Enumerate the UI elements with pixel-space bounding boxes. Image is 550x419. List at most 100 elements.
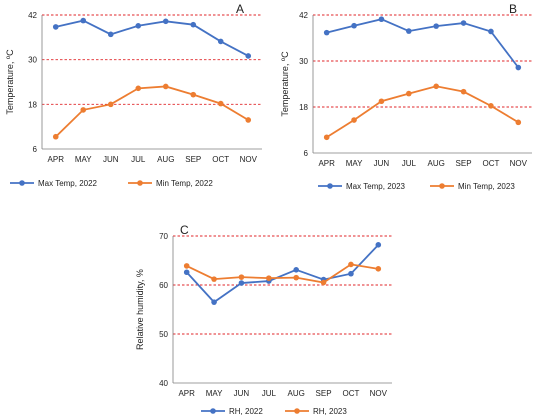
data-point xyxy=(433,23,439,29)
y-axis-label: Temperature, ºC xyxy=(5,49,15,115)
data-point xyxy=(211,276,217,282)
data-point xyxy=(460,88,467,95)
data-point xyxy=(351,117,357,123)
x-tick-label: AUG xyxy=(288,389,305,398)
x-tick-label: NOV xyxy=(510,159,528,168)
y-tick-label: 40 xyxy=(159,379,168,388)
legend-entry: Min Temp, 2022 xyxy=(128,179,213,188)
chart-panel-a: 6 18 30 42 APR MAY JUN JUL AUG SEP OCT NOV Temperatu… xyxy=(5,2,262,188)
y-axis-label: Temperature, ºC xyxy=(280,51,290,117)
x-tick-label: JUL xyxy=(402,159,417,168)
legend-entry: RH, 2022 xyxy=(201,407,263,416)
data-point xyxy=(375,266,382,272)
data-point xyxy=(107,31,114,38)
x-tick-label: AUG xyxy=(428,159,445,168)
chart-panel-b: 6 18 30 42 APR MAY JUN JUL AUG SEP OCT NOV Temperatu… xyxy=(280,2,532,191)
data-point xyxy=(183,269,190,276)
x-tick-label: AUG xyxy=(157,155,174,164)
x-tick-label: JUL xyxy=(131,155,146,164)
y-tick-label: 30 xyxy=(299,57,308,66)
legend-entry: Min Temp, 2023 xyxy=(430,182,515,191)
series-line xyxy=(186,244,379,304)
series-line xyxy=(326,18,520,69)
data-point xyxy=(162,18,169,25)
data-point xyxy=(348,261,354,268)
legend-label: RH, 2023 xyxy=(313,407,347,416)
data-point xyxy=(238,274,245,280)
x-tick-label: JUN xyxy=(374,159,390,168)
x-tick-label: JUN xyxy=(234,389,250,398)
x-tick-label: APR xyxy=(318,159,335,168)
data-point xyxy=(488,103,494,109)
data-point xyxy=(348,270,354,277)
data-point xyxy=(323,29,330,36)
y-tick-label: 70 xyxy=(159,232,168,241)
data-point xyxy=(488,28,494,35)
series-line xyxy=(186,263,379,284)
x-tick-label: MAY xyxy=(75,155,92,164)
y-tick-label: 42 xyxy=(28,11,37,20)
data-point xyxy=(515,119,522,126)
data-point xyxy=(515,64,522,71)
y-tick-label: 42 xyxy=(299,11,308,20)
data-point xyxy=(433,83,439,90)
data-point xyxy=(406,90,412,97)
legend-entry: Max Temp, 2023 xyxy=(318,182,406,191)
data-point xyxy=(351,22,357,29)
x-tick-label: OCT xyxy=(482,159,499,168)
data-point xyxy=(266,275,272,281)
data-point xyxy=(406,28,412,34)
y-tick-label: 18 xyxy=(299,103,308,112)
data-point xyxy=(238,280,245,286)
data-point xyxy=(211,299,217,305)
series-line xyxy=(55,19,249,57)
x-tick-label: SEP xyxy=(185,155,201,164)
x-tick-label: JUN xyxy=(103,155,119,164)
data-point xyxy=(320,279,327,286)
x-tick-label: SEP xyxy=(316,389,332,398)
legend-swatch-marker xyxy=(327,183,333,189)
data-point xyxy=(460,20,467,26)
data-point xyxy=(80,107,87,113)
x-tick-label: JUL xyxy=(262,389,277,398)
x-tick-label: MAY xyxy=(206,389,223,398)
x-tick-label: MAY xyxy=(346,159,363,168)
data-point xyxy=(245,53,252,59)
data-point xyxy=(375,242,382,248)
legend-label: Min Temp, 2022 xyxy=(156,179,213,188)
data-point xyxy=(135,85,142,92)
data-point xyxy=(162,83,169,90)
legend-entry: Max Temp, 2022 xyxy=(10,179,98,188)
data-point xyxy=(190,21,197,28)
data-point xyxy=(52,24,59,30)
data-point xyxy=(323,134,330,141)
y-tick-label: 30 xyxy=(28,56,37,65)
data-point xyxy=(217,100,224,107)
panel-label: C xyxy=(180,223,189,237)
x-tick-label: APR xyxy=(48,155,65,164)
legend-swatch-marker xyxy=(294,408,300,414)
legend-swatch-marker xyxy=(439,183,445,189)
series-line xyxy=(55,85,249,138)
y-tick-label: 18 xyxy=(28,100,37,109)
y-axis-label: Relative humidity, % xyxy=(135,269,145,350)
legend-swatch-marker xyxy=(137,180,143,186)
x-tick-label: NOV xyxy=(370,389,388,398)
data-point xyxy=(293,267,299,273)
panel-label: B xyxy=(509,2,517,16)
data-point xyxy=(80,17,87,24)
x-tick-label: APR xyxy=(178,389,195,398)
legend-swatch-marker xyxy=(210,408,216,414)
x-tick-label: SEP xyxy=(456,159,472,168)
legend-label: RH, 2022 xyxy=(229,407,263,416)
chart-panel-c: 40 50 60 70 APR MAY JUN JUL AUG SEP OCT NOV Relative… xyxy=(135,223,392,416)
data-point xyxy=(378,16,385,23)
y-tick-label: 50 xyxy=(159,330,168,339)
x-tick-label: OCT xyxy=(212,155,229,164)
data-point xyxy=(183,263,190,269)
legend-label: Min Temp, 2023 xyxy=(458,182,515,191)
series-line xyxy=(326,85,519,139)
data-point xyxy=(245,117,252,123)
data-point xyxy=(217,38,224,45)
